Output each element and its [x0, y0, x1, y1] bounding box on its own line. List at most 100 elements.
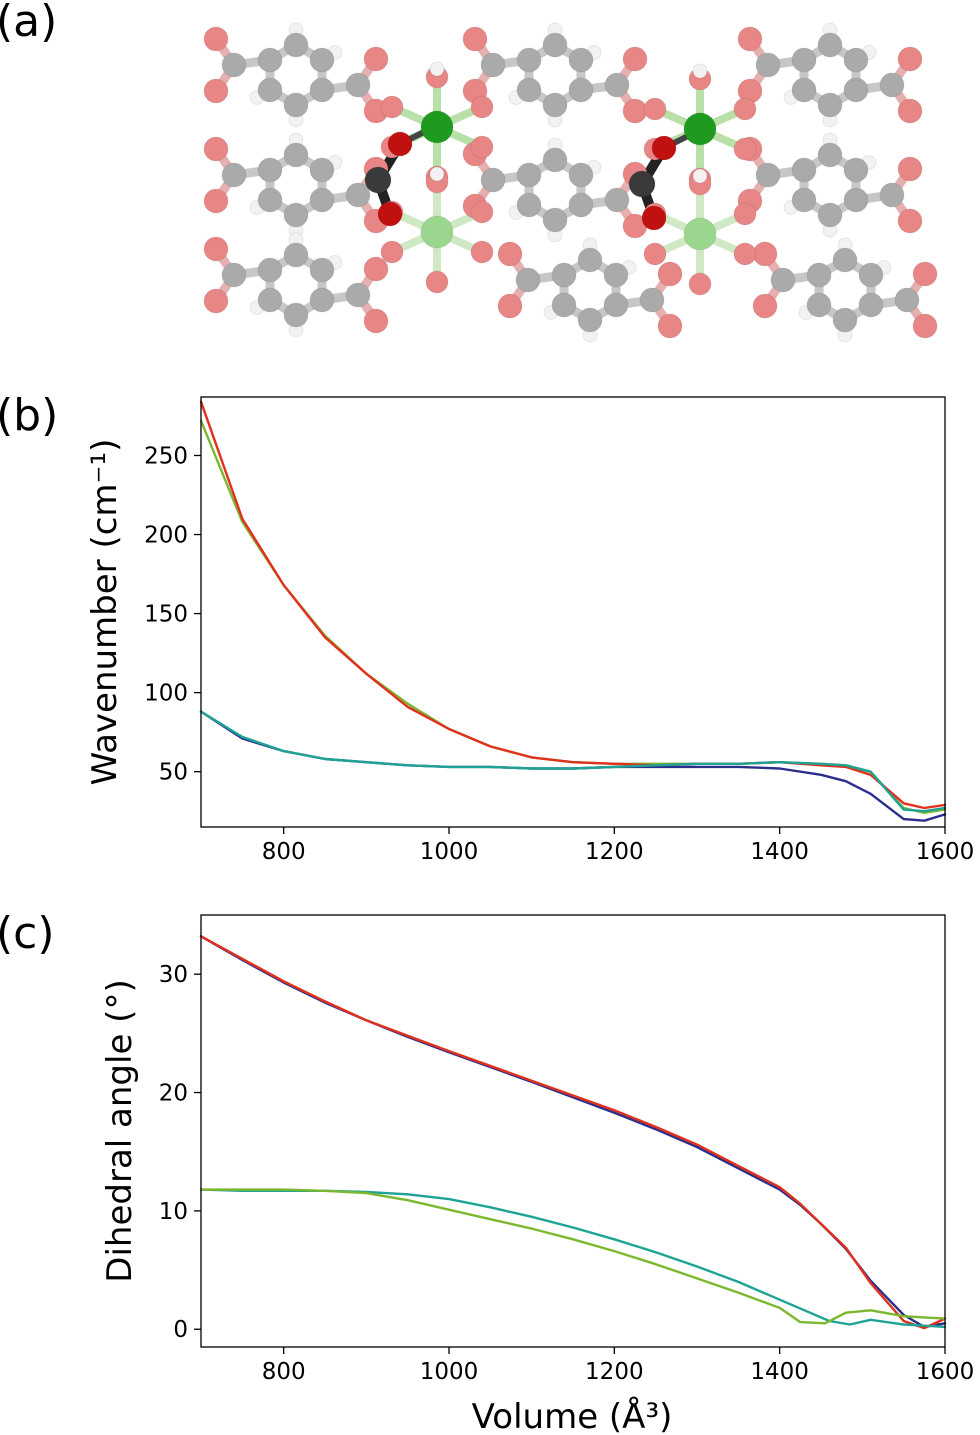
panel-b-y-tick-label: 50 [159, 760, 188, 786]
oxygen-atom [203, 188, 229, 214]
panel-b-x-tick-label: 1200 [585, 839, 644, 865]
carbon-atom [283, 92, 309, 118]
formate-oxygen-atom [651, 135, 677, 161]
panel-c-y-axis-label: Dihedral angle (°) [100, 979, 140, 1282]
oxygen-atom [733, 202, 757, 226]
oxygen-atom [897, 156, 923, 182]
carbon-atom [309, 77, 335, 103]
oxygen-atom [912, 261, 938, 287]
carbon-atom [604, 72, 630, 98]
panel-c-y-tick-label: 20 [159, 1081, 188, 1107]
oxygen-atom [688, 272, 712, 296]
zinc-atom [683, 112, 717, 146]
oxygen-atom [643, 242, 667, 266]
carbon-atom [221, 162, 247, 188]
carbon-atom [755, 162, 781, 188]
panel-c-x-axis-label: Volume (Å³) [472, 1396, 673, 1435]
carbon-atom [516, 47, 542, 73]
carbon-atom [817, 202, 843, 228]
oxygen-atom [203, 26, 229, 52]
carbon-atom [257, 157, 283, 183]
panel-c-series-line-green [199, 1188, 947, 1325]
hydrogen-atom [692, 63, 708, 79]
carbon-atom [879, 72, 905, 98]
carbon-atom [603, 262, 629, 288]
panel-b-series [199, 400, 947, 822]
carbon-atom [516, 162, 542, 188]
oxygen-atom [470, 200, 494, 224]
oxygen-atom [425, 270, 449, 294]
panel-a-label: (a) [0, 0, 57, 47]
carbon-atom [832, 247, 858, 273]
oxygen-atom [380, 95, 404, 119]
carbon-atom [542, 207, 568, 233]
panel-b-x-tick-label: 1600 [916, 839, 975, 865]
carbon-atom [283, 302, 309, 328]
panel-c-x-tick-label: 1400 [750, 1359, 809, 1385]
carbon-atom [843, 187, 869, 213]
carbon-atom [257, 47, 283, 73]
carbon-atom [843, 157, 869, 183]
panel-c-ticks: 800 1000 1200 1400 1600 0 10 20 30 [159, 962, 975, 1385]
oxygen-atom [657, 313, 683, 339]
carbon-atom [858, 292, 884, 318]
panel-b-x-tick-label: 800 [262, 839, 306, 865]
carbon-atom [309, 187, 335, 213]
panel-b-x-tick-label: 1000 [420, 839, 479, 865]
panel-c-y-tick-label: 0 [173, 1317, 188, 1343]
panel-c-y-tick-label: 10 [159, 1199, 188, 1225]
carbon-atom [221, 52, 247, 78]
oxygen-atom [912, 313, 938, 339]
panel-b-label: (b) [0, 390, 58, 441]
molecule-atoms [203, 22, 938, 343]
oxygen-atom [363, 256, 389, 282]
panel-b-y-axis-label: Wavenumber (cm⁻¹) [85, 439, 125, 786]
carbon-atom [770, 267, 796, 293]
carbon-atom [843, 77, 869, 103]
formate-oxygen-atom [641, 205, 667, 231]
carbon-atom [257, 257, 283, 283]
panel-c-frame [200, 914, 946, 1348]
panel-b-y-tick-label: 100 [144, 681, 188, 707]
panel-b-frame [200, 396, 946, 828]
carbon-atom [309, 157, 335, 183]
panel-c-x-tick-label: 1600 [916, 1359, 975, 1385]
oxygen-atom [470, 135, 494, 159]
oxygen-atom [497, 293, 523, 319]
carbon-atom [604, 187, 630, 213]
oxygen-atom [897, 46, 923, 72]
panel-b-y-tick-label: 150 [144, 602, 188, 628]
carbon-atom [879, 182, 905, 208]
carbon-atom [257, 77, 283, 103]
oxygen-atom [733, 137, 757, 161]
carbon-atom [817, 92, 843, 118]
oxygen-atom [497, 241, 523, 267]
zinc-atom [420, 110, 454, 144]
panel-b-chart: 800 1000 1200 1400 1600 50 100 150 200 250 Wavenu… [85, 396, 975, 865]
panel-c-x-tick-label: 800 [262, 1359, 306, 1385]
oxygen-atom [203, 78, 229, 104]
carbon-atom [257, 287, 283, 313]
carbon-atom [345, 182, 371, 208]
carbon-atom [283, 242, 309, 268]
oxygen-atom [363, 46, 389, 72]
panel-c-series-line-teal [199, 1188, 947, 1329]
panel-c-x-tick-label: 1200 [585, 1359, 644, 1385]
hydrogen-atom [429, 61, 445, 77]
oxygen-atom [643, 97, 667, 121]
carbon-atom [542, 147, 568, 173]
carbon-atom [309, 287, 335, 313]
carbon-atom [832, 307, 858, 333]
formate-oxygen-atom [387, 131, 413, 157]
carbon-atom [542, 92, 568, 118]
panel-b-x-tick-label: 1400 [750, 839, 809, 865]
oxygen-atom [752, 293, 778, 319]
carbon-atom [755, 52, 781, 78]
zinc-atom [683, 217, 717, 251]
carbon-atom [257, 187, 283, 213]
oxygen-atom [203, 236, 229, 262]
oxygen-atom [462, 26, 488, 52]
oxygen-atom [470, 240, 494, 264]
carbon-atom [283, 32, 309, 58]
